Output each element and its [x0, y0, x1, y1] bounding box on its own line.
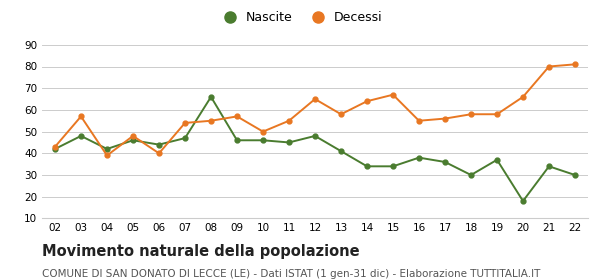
- Decessi: [208, 119, 215, 122]
- Nascite: [415, 156, 422, 159]
- Line: Decessi: Decessi: [53, 62, 577, 158]
- Decessi: [181, 121, 188, 125]
- Decessi: [130, 134, 137, 138]
- Decessi: [52, 145, 59, 148]
- Decessi: [520, 95, 527, 99]
- Text: Movimento naturale della popolazione: Movimento naturale della popolazione: [42, 244, 359, 259]
- Nascite: [286, 141, 293, 144]
- Decessi: [389, 93, 397, 96]
- Decessi: [545, 65, 553, 68]
- Decessi: [259, 130, 266, 133]
- Nascite: [520, 199, 527, 203]
- Decessi: [286, 119, 293, 122]
- Decessi: [364, 100, 371, 103]
- Nascite: [233, 139, 241, 142]
- Decessi: [467, 113, 475, 116]
- Nascite: [337, 150, 344, 153]
- Decessi: [311, 97, 319, 101]
- Nascite: [130, 139, 137, 142]
- Nascite: [493, 158, 500, 162]
- Nascite: [259, 139, 266, 142]
- Nascite: [181, 136, 188, 140]
- Text: COMUNE DI SAN DONATO DI LECCE (LE) - Dati ISTAT (1 gen-31 dic) - Elaborazione TU: COMUNE DI SAN DONATO DI LECCE (LE) - Dat…: [42, 269, 541, 279]
- Decessi: [233, 115, 241, 118]
- Decessi: [415, 119, 422, 122]
- Nascite: [467, 173, 475, 177]
- Decessi: [493, 113, 500, 116]
- Nascite: [52, 147, 59, 151]
- Nascite: [571, 173, 578, 177]
- Decessi: [337, 113, 344, 116]
- Nascite: [103, 147, 110, 151]
- Nascite: [311, 134, 319, 138]
- Decessi: [155, 152, 163, 155]
- Nascite: [389, 165, 397, 168]
- Nascite: [77, 134, 85, 138]
- Nascite: [442, 160, 449, 164]
- Nascite: [208, 95, 215, 99]
- Line: Nascite: Nascite: [53, 94, 577, 204]
- Decessi: [442, 117, 449, 120]
- Decessi: [571, 63, 578, 66]
- Nascite: [545, 165, 553, 168]
- Nascite: [155, 143, 163, 146]
- Decessi: [103, 154, 110, 157]
- Legend: Nascite, Decessi: Nascite, Decessi: [212, 6, 388, 29]
- Nascite: [364, 165, 371, 168]
- Decessi: [77, 115, 85, 118]
